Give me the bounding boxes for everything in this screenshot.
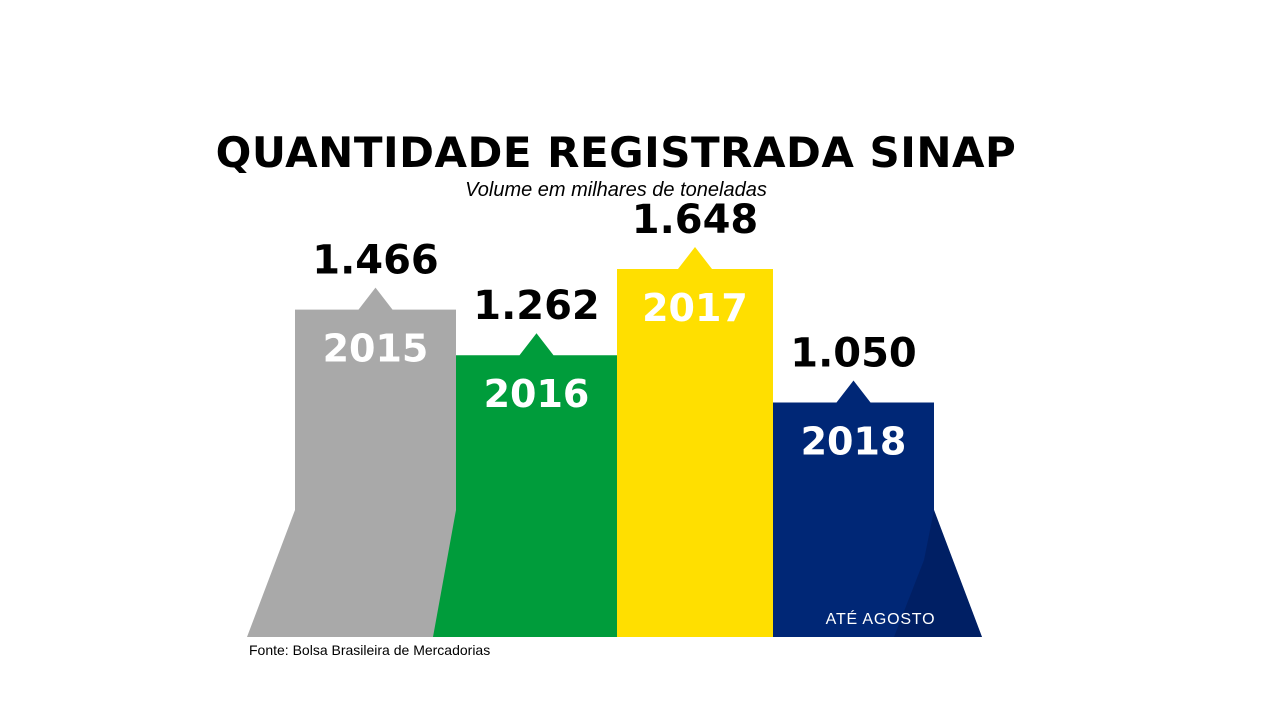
- category-label: 2016: [484, 372, 590, 416]
- source-note: Fonte: Bolsa Brasileira de Mercadorias: [249, 642, 491, 658]
- bar-group-2016: 2016 1.262: [433, 283, 617, 637]
- value-label: 1.262: [473, 283, 600, 329]
- bar-2016: [433, 333, 617, 637]
- value-label: 1.050: [790, 331, 917, 377]
- bar-group-2018: 2018 1.050 ATÉ AGOSTO: [773, 331, 982, 637]
- bar-2015: [247, 287, 456, 637]
- chart-subtitle: Volume em milhares de toneladas: [465, 179, 767, 201]
- category-label: 2015: [323, 327, 429, 371]
- chart-title: QUANTIDADE REGISTRADA SINAP: [215, 128, 1017, 177]
- category-label: 2018: [801, 420, 907, 464]
- category-label: 2017: [642, 286, 748, 330]
- value-label: 1.466: [312, 238, 439, 284]
- bar-group-2017: 2017 1.648: [617, 197, 796, 638]
- value-label: 1.648: [632, 197, 759, 243]
- bar-note: ATÉ AGOSTO: [826, 609, 936, 628]
- bar-group-2015: 2015 1.466: [247, 238, 456, 637]
- bar-2017: [617, 247, 796, 638]
- bar-shadow: [894, 510, 982, 637]
